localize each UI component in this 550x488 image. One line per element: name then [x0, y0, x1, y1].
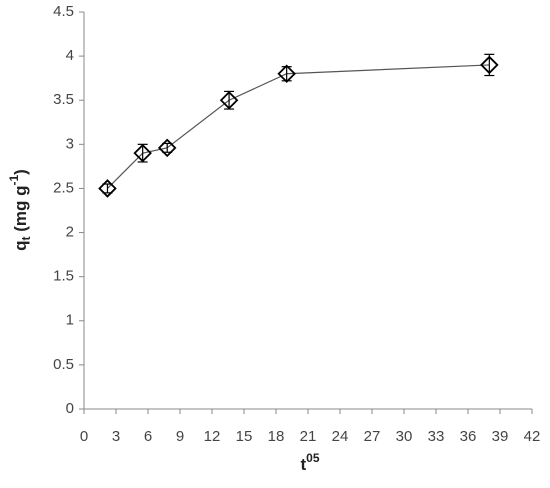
x-label-main: t [300, 455, 306, 474]
error-bar [224, 90, 235, 110]
y-tick-label: 2.5 [53, 179, 74, 196]
x-tick-label: 21 [300, 428, 317, 445]
x-tick-label: 6 [144, 428, 152, 445]
y-axis-label: qt (mg g-1) [7, 169, 33, 251]
y-tick-label: 4.5 [53, 3, 74, 20]
y-label-end: ) [11, 169, 30, 175]
y-label-unit: (mg g [11, 185, 30, 236]
x-tick-label: 27 [364, 428, 381, 445]
x-tick-label: 42 [524, 428, 541, 445]
x-tick-label: 18 [268, 428, 285, 445]
x-tick-label: 24 [332, 428, 349, 445]
x-tick-label: 0 [80, 428, 88, 445]
marker [98, 179, 117, 198]
y-tick-label: 1.5 [53, 268, 74, 285]
y-label-main: q [11, 240, 30, 250]
marker [277, 64, 296, 84]
y-label-sup: -1 [7, 174, 21, 185]
y-tick-label: 2 [66, 224, 74, 241]
x-tick-label: 9 [176, 428, 184, 445]
y-tick-label: 1 [66, 312, 74, 329]
series-line [107, 64, 490, 189]
x-tick-label: 15 [236, 428, 253, 445]
x-tick-label: 3 [112, 428, 120, 445]
y-tick-label: 0.5 [53, 356, 74, 373]
x-tick-label: 39 [492, 428, 509, 445]
marker [480, 55, 499, 75]
y-tick-label: 3.5 [53, 91, 74, 108]
y-tick-label: 4 [66, 47, 74, 64]
marker [133, 143, 152, 163]
y-tick-label: 3 [66, 135, 74, 152]
y-label-sub: t [19, 236, 33, 240]
x-axis-label: t05 [300, 451, 319, 474]
marker [219, 90, 239, 110]
x-label-sup: 05 [306, 451, 320, 465]
x-tick-label: 30 [396, 428, 413, 445]
y-tick-label: 0 [66, 400, 74, 417]
error-bar [137, 143, 148, 163]
x-tick-label: 12 [204, 428, 221, 445]
x-tick-label: 33 [428, 428, 445, 445]
x-tick-label: 36 [460, 428, 477, 445]
marker [157, 138, 177, 158]
